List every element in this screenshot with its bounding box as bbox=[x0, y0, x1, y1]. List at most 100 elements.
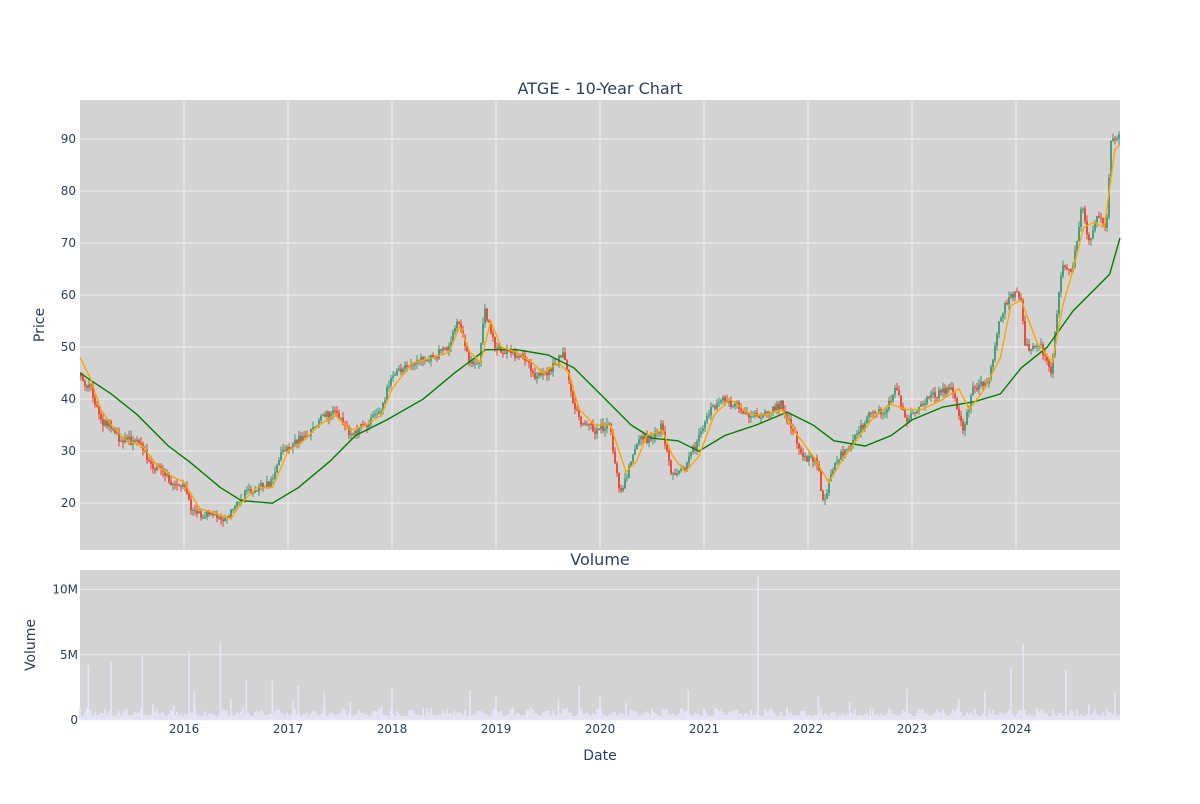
candle-body bbox=[576, 408, 578, 410]
candle-body bbox=[916, 411, 918, 414]
candle-body bbox=[732, 405, 734, 407]
volume-bar bbox=[658, 715, 660, 720]
candle-body bbox=[624, 478, 626, 489]
volume-bar bbox=[544, 711, 546, 720]
volume-bar bbox=[860, 715, 862, 720]
candle-body bbox=[1112, 138, 1114, 141]
volume-bar bbox=[464, 709, 466, 720]
candle-body bbox=[694, 446, 696, 450]
candle-body bbox=[760, 417, 762, 419]
volume-bar bbox=[814, 715, 816, 720]
candle-body bbox=[658, 432, 660, 434]
volume-bar bbox=[271, 680, 274, 720]
candle-body bbox=[244, 490, 246, 500]
volume-bar bbox=[640, 715, 642, 720]
volume-bar bbox=[599, 696, 601, 720]
volume-bar bbox=[378, 708, 380, 720]
volume-bar bbox=[1116, 715, 1118, 720]
volume-bar bbox=[488, 715, 490, 720]
candle-body bbox=[792, 428, 794, 431]
price-chart-title: ATGE - 10-Year Chart bbox=[517, 79, 682, 98]
volume-bar bbox=[1028, 713, 1030, 720]
volume-bar bbox=[292, 700, 294, 720]
volume-bar bbox=[578, 686, 580, 720]
volume-bar bbox=[936, 709, 938, 720]
volume-bar bbox=[152, 704, 154, 720]
candle-body bbox=[662, 423, 664, 432]
volume-bar bbox=[830, 712, 832, 720]
volume-bar bbox=[286, 712, 288, 720]
volume-bar bbox=[386, 715, 388, 720]
volume-bar bbox=[208, 713, 210, 720]
volume-bar bbox=[844, 715, 846, 720]
candle-body bbox=[168, 474, 170, 482]
candle-body bbox=[570, 379, 572, 392]
candle-body bbox=[934, 392, 936, 398]
volume-bar bbox=[520, 715, 522, 720]
volume-bar bbox=[608, 715, 610, 720]
volume-bar bbox=[323, 692, 326, 720]
volume-bar bbox=[886, 714, 888, 720]
volume-bar bbox=[846, 714, 848, 720]
candle-body bbox=[998, 321, 1000, 335]
candle-body bbox=[384, 400, 386, 403]
volume-bar bbox=[910, 713, 912, 720]
candle-body bbox=[116, 431, 118, 434]
volume-bar bbox=[690, 714, 692, 720]
volume-bar bbox=[190, 712, 192, 720]
candle-body bbox=[412, 364, 414, 366]
volume-bar bbox=[180, 713, 182, 720]
volume-bar bbox=[684, 711, 686, 720]
volume-bar bbox=[772, 711, 774, 720]
candle-body bbox=[330, 413, 332, 419]
candle-body bbox=[488, 320, 490, 323]
volume-bar bbox=[170, 709, 172, 720]
candle-body bbox=[286, 446, 288, 451]
candle-body bbox=[454, 328, 456, 332]
volume-bars bbox=[79, 576, 1120, 720]
volume-bar bbox=[868, 715, 870, 720]
volume-bar bbox=[428, 712, 430, 720]
volume-bar bbox=[486, 714, 488, 720]
candle-body bbox=[1092, 230, 1094, 239]
candle-body bbox=[164, 472, 166, 476]
candle-body bbox=[900, 395, 902, 407]
candle-body bbox=[258, 485, 260, 492]
candle-body bbox=[886, 409, 888, 413]
candle-body bbox=[88, 384, 90, 388]
volume-bar bbox=[824, 713, 826, 720]
candle-body bbox=[538, 373, 540, 377]
volume-bar bbox=[110, 661, 112, 720]
candle-body bbox=[684, 468, 686, 471]
volume-bar bbox=[436, 715, 438, 720]
candle-body bbox=[314, 426, 316, 428]
candle-body bbox=[146, 449, 148, 460]
volume-bar bbox=[168, 713, 170, 720]
candle-body bbox=[334, 410, 336, 412]
volume-bar bbox=[160, 712, 162, 720]
candle-body bbox=[808, 456, 810, 462]
volume-bar bbox=[882, 714, 884, 720]
x-axis-label: Date bbox=[583, 748, 616, 764]
volume-bar bbox=[836, 715, 838, 720]
volume-bar bbox=[396, 710, 398, 720]
volume-bar bbox=[154, 712, 156, 720]
volume-bar bbox=[790, 711, 792, 720]
price-y-tick-label: 60 bbox=[61, 288, 76, 302]
volume-bar bbox=[762, 715, 764, 720]
candle-body bbox=[710, 407, 712, 416]
candle-body bbox=[996, 334, 998, 346]
volume-bar bbox=[1092, 713, 1094, 720]
candle-body bbox=[404, 365, 406, 369]
volume-bar bbox=[82, 715, 84, 720]
candle-body bbox=[212, 512, 214, 516]
price-y-tick-label: 70 bbox=[61, 236, 76, 250]
candle-body bbox=[450, 341, 452, 347]
volume-bar bbox=[372, 710, 374, 720]
volume-bar bbox=[444, 713, 446, 720]
candle-body bbox=[234, 506, 236, 509]
candle-body bbox=[426, 359, 428, 362]
volume-bar bbox=[980, 716, 982, 720]
volume-bar bbox=[1054, 714, 1056, 720]
volume-bar bbox=[236, 712, 238, 720]
